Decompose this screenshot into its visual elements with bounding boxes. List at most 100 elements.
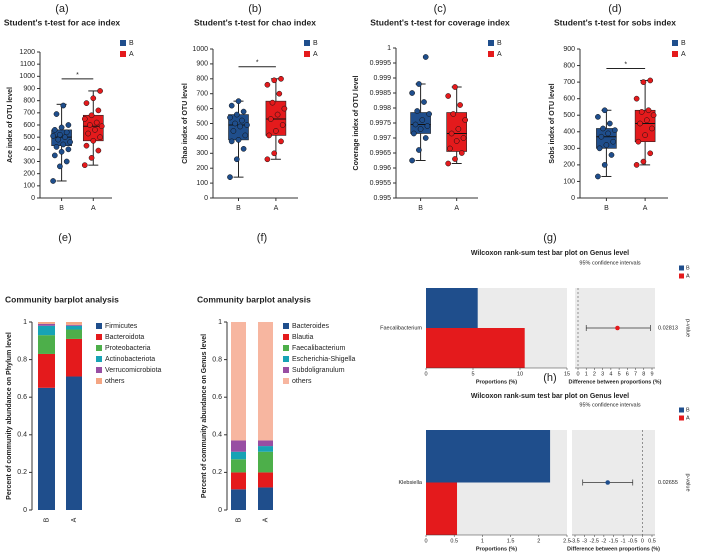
data-point bbox=[85, 130, 92, 137]
y-tick-label: 1 bbox=[218, 319, 222, 326]
bar bbox=[426, 430, 551, 483]
y-tick-label: 0 bbox=[23, 507, 27, 514]
chart-title: Wilcoxon rank-sum test bar plot on Genus… bbox=[471, 393, 629, 400]
data-point bbox=[92, 127, 98, 133]
data-point bbox=[640, 79, 647, 85]
bar-segment bbox=[258, 451, 273, 473]
x-tick-label: A bbox=[274, 205, 279, 212]
data-point bbox=[642, 132, 648, 138]
significance-label: * bbox=[76, 72, 79, 79]
legend-label: A bbox=[686, 415, 690, 421]
x-tick-label: -3 bbox=[582, 538, 587, 544]
bar-segment bbox=[258, 446, 273, 452]
y-tick-label: 0.9995 bbox=[370, 60, 392, 67]
x-tick-label: A bbox=[454, 205, 459, 212]
bar-segment bbox=[38, 322, 55, 324]
data-point bbox=[239, 117, 245, 124]
x-tick-label: 9 bbox=[650, 371, 653, 377]
data-point bbox=[95, 147, 102, 154]
data-point bbox=[62, 134, 68, 141]
data-point bbox=[453, 138, 460, 144]
data-point bbox=[414, 108, 421, 114]
y-tick-label: 0.2 bbox=[212, 469, 222, 476]
box bbox=[410, 112, 431, 134]
legend-label: Faecalibacterium bbox=[292, 345, 345, 352]
data-point bbox=[452, 84, 458, 90]
legend-label: A bbox=[313, 51, 318, 58]
x-tick-label: B bbox=[236, 205, 241, 212]
difference-point bbox=[615, 325, 620, 331]
legend-label: A bbox=[686, 273, 690, 279]
legend-swatch bbox=[679, 415, 684, 421]
data-point bbox=[97, 88, 103, 94]
x-tick-label: 8 bbox=[642, 371, 645, 377]
x-tick-label: -3.5 bbox=[570, 538, 579, 544]
bar-segment bbox=[258, 487, 273, 510]
legend-swatch bbox=[96, 323, 102, 329]
y-tick-label: 400 bbox=[23, 146, 35, 153]
bar-segment bbox=[66, 322, 82, 325]
legend-label: B bbox=[686, 407, 690, 413]
data-point bbox=[645, 107, 652, 114]
bar-segment bbox=[231, 472, 246, 490]
legend-label: Blautia bbox=[292, 334, 314, 341]
data-point bbox=[58, 148, 65, 155]
legend-swatch bbox=[679, 273, 684, 279]
x-tick-label: A bbox=[91, 205, 96, 212]
y-tick-label: 0.2 bbox=[17, 469, 27, 476]
data-point bbox=[608, 152, 615, 158]
x-tick-label: -1.5 bbox=[609, 538, 618, 544]
y-tick-label: 400 bbox=[563, 129, 575, 136]
y-tick-label: 0 bbox=[31, 195, 35, 202]
y-tick-label: 400 bbox=[196, 135, 208, 142]
legend-label: Bacteroidota bbox=[105, 334, 144, 341]
x-tick-label: 2.5 bbox=[563, 538, 571, 544]
data-point bbox=[447, 145, 453, 152]
x-tick-label: B bbox=[418, 205, 423, 212]
legend-label: Firmicutes bbox=[105, 323, 138, 330]
data-point bbox=[95, 107, 102, 114]
data-point bbox=[274, 111, 281, 118]
y-tick-label: 0 bbox=[204, 195, 208, 202]
data-point bbox=[57, 131, 63, 138]
panel-label: (e) bbox=[58, 232, 71, 244]
bar-segment bbox=[231, 322, 246, 441]
panel-label: (c) bbox=[434, 3, 447, 15]
bar-segment bbox=[38, 387, 55, 510]
data-point bbox=[81, 162, 88, 168]
data-point bbox=[410, 130, 417, 137]
y-tick-label: 0.4 bbox=[17, 432, 27, 439]
data-point bbox=[235, 98, 242, 105]
legend-swatch bbox=[488, 40, 494, 46]
y-tick-label: 200 bbox=[196, 165, 208, 172]
y-tick-label: 1 bbox=[23, 319, 27, 326]
bar-segment bbox=[258, 440, 273, 447]
y-tick-label: 900 bbox=[23, 85, 35, 92]
data-point bbox=[281, 105, 288, 112]
bar-segment bbox=[258, 322, 273, 441]
data-point bbox=[266, 132, 272, 139]
data-point bbox=[601, 107, 608, 114]
data-point bbox=[83, 100, 90, 106]
x-tick-label: 0.5 bbox=[450, 538, 458, 544]
y-tick-label: 1000 bbox=[192, 46, 208, 53]
box bbox=[446, 112, 467, 152]
data-point bbox=[635, 138, 642, 145]
y-tick-label: 200 bbox=[563, 162, 575, 169]
data-point bbox=[445, 160, 452, 167]
chart-subtitle: 95% confidence intervals bbox=[579, 402, 640, 408]
y-tick-label: 0.8 bbox=[17, 356, 27, 363]
data-point bbox=[51, 152, 58, 159]
data-point bbox=[264, 81, 271, 88]
y-tick-label: 0.9955 bbox=[370, 180, 392, 187]
y-tick-label: 0.9975 bbox=[370, 120, 392, 127]
y-tick-label: 0.999 bbox=[373, 75, 391, 82]
data-point bbox=[53, 111, 60, 117]
data-point bbox=[228, 102, 235, 109]
y-axis-label: Coverage index of OTU level bbox=[353, 75, 360, 170]
bar bbox=[426, 482, 458, 535]
legend-label: B bbox=[313, 40, 318, 47]
data-point bbox=[279, 122, 286, 128]
panel-label: (d) bbox=[608, 3, 621, 15]
bar-segment bbox=[231, 459, 246, 473]
